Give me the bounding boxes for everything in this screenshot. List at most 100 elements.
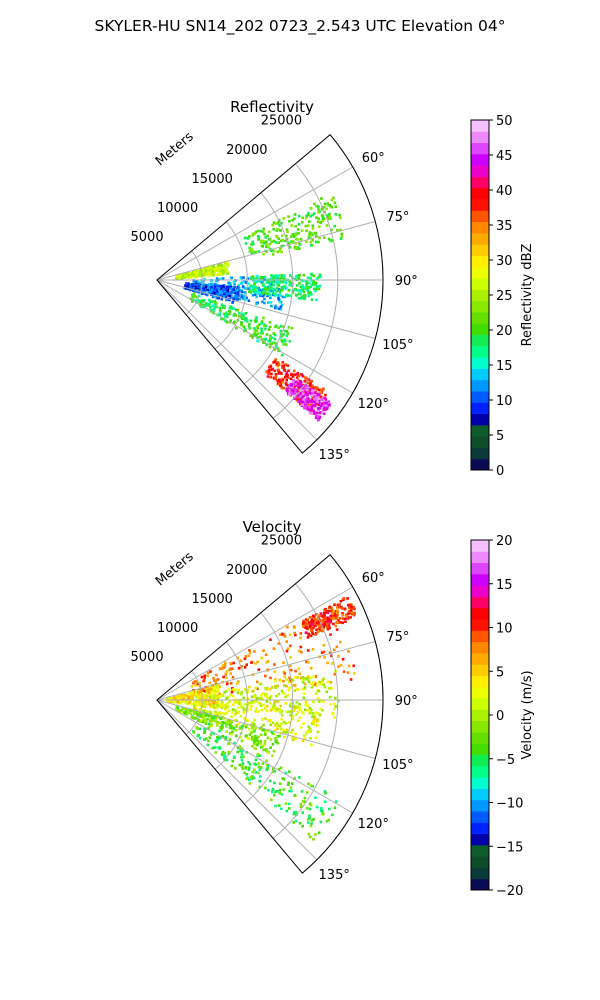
echo-pixel: [206, 743, 210, 747]
echo-pixel: [223, 666, 226, 669]
echo-pixel: [286, 230, 289, 233]
echo-pixel: [234, 729, 238, 732]
echo-pixel: [218, 729, 221, 733]
echo-pixel: [232, 290, 236, 293]
echo-pixel: [254, 289, 258, 292]
echo-pixel: [284, 363, 287, 366]
echo-pixel: [245, 318, 249, 322]
echo-pixel: [275, 706, 278, 710]
echo-pixel: [248, 288, 252, 292]
echo-pixel: [254, 250, 257, 254]
echo-pixel: [311, 227, 315, 230]
echo-pixel: [291, 289, 295, 292]
echo-pixel: [226, 705, 230, 709]
echo-pixel: [218, 309, 222, 312]
echo-pixel: [208, 724, 212, 728]
colorbar-swatch: [471, 266, 489, 279]
echo-pixel: [294, 274, 298, 278]
echo-pixel: [293, 217, 296, 221]
echo-pixel: [282, 333, 286, 336]
echo-pixel: [264, 733, 267, 736]
echo-pixel: [308, 405, 311, 409]
echo-pixel: [258, 754, 262, 757]
echo-pixel: [318, 700, 321, 704]
echo-pixel: [294, 737, 297, 741]
echo-pixel: [220, 753, 224, 756]
echo-pixel: [226, 291, 229, 295]
echo-pixel: [308, 707, 312, 710]
echo-pixel: [294, 380, 298, 384]
echo-pixel: [307, 378, 311, 381]
colorbar-swatch: [471, 562, 489, 575]
echo-pixel: [306, 729, 309, 733]
echo-pixel: [276, 741, 279, 745]
echo-pixel: [305, 660, 308, 664]
echo-pixel: [213, 302, 217, 306]
echo-pixel: [250, 695, 254, 699]
echo-pixel: [247, 287, 250, 290]
echo-pixel: [225, 269, 229, 273]
echo-pixel: [261, 245, 265, 248]
colorbar-swatch: [471, 458, 489, 471]
echo-pixel: [232, 727, 236, 730]
echo-pixel: [312, 274, 316, 278]
echo-pixel: [303, 686, 307, 689]
echo-pixel: [216, 289, 219, 293]
echo-pixel: [271, 742, 275, 746]
echo-pixel: [259, 742, 263, 745]
echo-pixel: [241, 317, 244, 320]
echo-pixel: [214, 704, 217, 707]
echo-pixel: [306, 287, 309, 290]
echo-pixel: [287, 242, 290, 245]
echo-pixel: [206, 674, 209, 677]
echo-pixel: [221, 269, 225, 273]
echo-pixel: [223, 751, 226, 755]
echo-pixel: [297, 386, 301, 390]
echo-pixel: [218, 692, 221, 695]
radial-tick-label: 20000: [226, 563, 267, 578]
echo-pixel: [332, 610, 335, 613]
echo-pixel: [338, 213, 341, 217]
echo-pixel: [305, 732, 308, 735]
echo-pixel: [333, 201, 337, 204]
echo-pixel: [342, 670, 346, 673]
echo-pixel: [269, 296, 272, 300]
echo-pixel: [284, 294, 288, 297]
echo-pixel: [218, 314, 221, 317]
echo-pixel: [240, 726, 244, 729]
echo-pixel: [320, 619, 324, 622]
echo-pixel: [206, 694, 209, 698]
echo-pixel: [304, 287, 308, 290]
colorbar-swatch: [471, 436, 489, 448]
echo-pixel: [268, 375, 272, 379]
echo-pixel: [306, 289, 309, 292]
echo-pixel: [313, 389, 316, 393]
echo-pixel: [208, 286, 211, 290]
echo-pixel: [201, 693, 205, 697]
echo-pixel: [301, 825, 304, 828]
echo-pixel: [266, 767, 269, 770]
echo-pixel: [268, 321, 272, 324]
echo-pixel: [287, 326, 291, 329]
echo-pixel: [327, 807, 331, 811]
echo-pixel: [281, 364, 284, 368]
colorbar-swatch: [471, 540, 489, 552]
echo-pixel: [289, 704, 292, 708]
echo-pixel: [212, 746, 215, 749]
echo-pixel: [171, 697, 175, 700]
colorbar-swatch: [471, 210, 489, 223]
echo-pixel: [284, 281, 287, 285]
echo-pixel: [248, 235, 251, 238]
echo-pixel: [246, 237, 250, 240]
echo-pixel: [219, 291, 222, 294]
echo-pixel: [276, 790, 279, 793]
echo-pixel: [185, 282, 188, 285]
echo-pixel: [259, 733, 263, 737]
echo-pixel: [273, 723, 277, 727]
echo-pixel: [248, 649, 251, 652]
echo-pixel: [308, 281, 311, 285]
echo-pixel: [234, 767, 237, 770]
echo-pixel: [308, 625, 311, 628]
echo-pixel: [334, 617, 338, 620]
echo-pixel: [238, 763, 242, 767]
